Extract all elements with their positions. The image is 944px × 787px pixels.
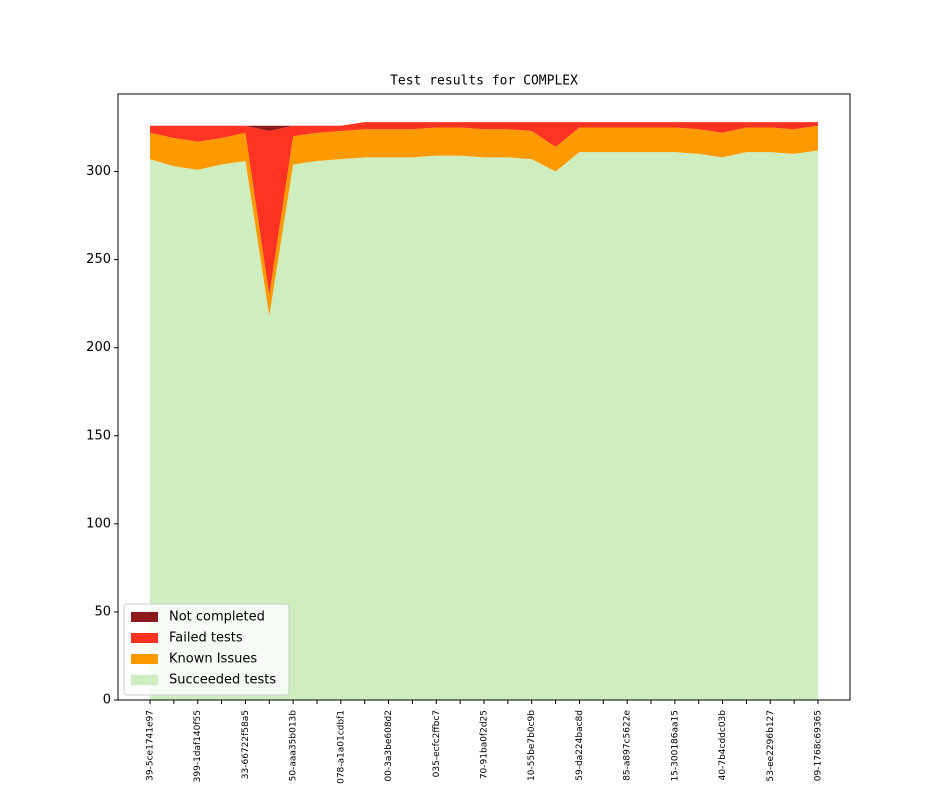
x-tick-label: 15-300186aa15 — [670, 710, 680, 782]
y-tick-label: 0 — [103, 693, 111, 708]
area — [150, 122, 818, 131]
x-tick-label: 50-aaa35b013b — [289, 710, 299, 782]
x-tick-label: 00-3a3be608d2 — [384, 710, 394, 782]
legend-swatch — [131, 612, 158, 622]
x-tick-label: 85-a897c5622e — [623, 710, 633, 781]
chart-title: Test results for COMPLEX — [390, 74, 578, 89]
x-tick-label: 09-1768c69365 — [814, 710, 824, 781]
x-tick-label: 59-da224bac8d — [575, 710, 585, 781]
y-tick-label: 300 — [86, 164, 111, 179]
legend-label: Not completed — [169, 610, 265, 625]
y-tick-label: 100 — [86, 516, 111, 531]
legend-label: Succeeded tests — [169, 673, 276, 688]
x-tick-label: 40-7b4cddc03b — [718, 710, 728, 781]
x-tick-label: 035-ecfc2ffbc7 — [432, 710, 442, 777]
y-tick-label: 150 — [86, 428, 111, 443]
y-tick-label: 50 — [94, 604, 111, 619]
area — [150, 125, 818, 316]
legend-swatch — [131, 675, 158, 685]
x-tick-label: 10-55be7b0c9b — [527, 710, 537, 781]
legend-label: Known Issues — [169, 652, 257, 667]
x-tick-label: 399-1daf140f55 — [193, 710, 203, 782]
x-tick-label: 078-a1a01cdbf1 — [336, 710, 346, 784]
legend-label: Failed tests — [169, 631, 243, 646]
legend-swatch — [131, 633, 158, 643]
x-tick-label: 33-66722f58a5 — [241, 710, 251, 779]
legend: Not completed Failed tests Known Issues Suc… — [123, 603, 290, 696]
y-tick-label: 250 — [86, 252, 111, 267]
x-tick-label: 70-91ba0f2d25 — [480, 710, 490, 779]
x-tick-label: 53-ee2296b127 — [766, 710, 776, 782]
legend-swatch — [131, 654, 158, 664]
area — [150, 150, 818, 701]
x-tick-label: 39-5ce1741e97 — [146, 710, 156, 781]
y-tick-label: 200 — [86, 340, 111, 355]
legend-box — [123, 603, 290, 696]
